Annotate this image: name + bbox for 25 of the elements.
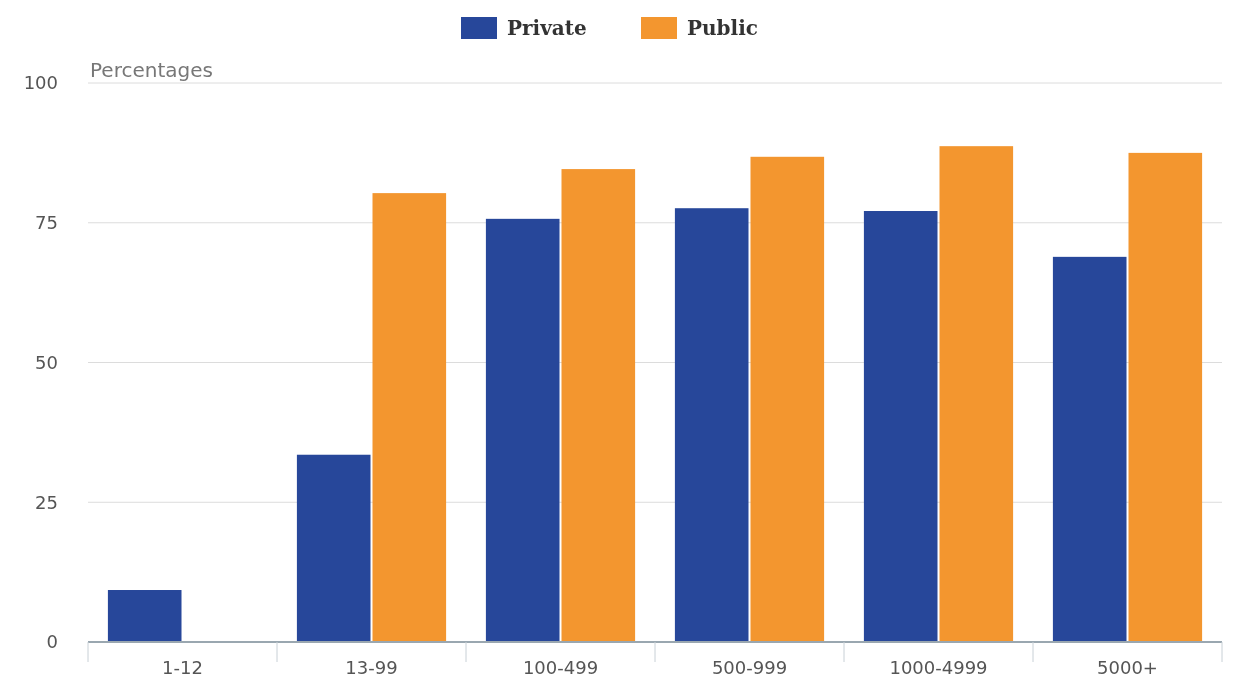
bar <box>939 146 1014 642</box>
bar <box>296 454 371 642</box>
bar <box>1052 256 1127 642</box>
legend-label: Public <box>687 16 758 40</box>
legend-label: Private <box>507 16 587 40</box>
y-tick-label: 75 <box>35 212 58 234</box>
x-tick-label: 5000+ <box>1097 657 1158 678</box>
bar <box>561 169 636 642</box>
bar <box>1128 152 1203 642</box>
y-axis-title: Percentages <box>90 58 213 82</box>
bar <box>485 218 560 642</box>
bar <box>107 590 182 642</box>
x-tick-label: 1-12 <box>162 657 203 678</box>
y-tick-label: 100 <box>23 72 58 94</box>
x-tick-label: 1000-4999 <box>889 657 988 678</box>
x-tick-label: 500-999 <box>711 657 788 678</box>
bar <box>674 208 749 642</box>
bar <box>372 193 447 642</box>
x-tick-label: 100-499 <box>522 657 599 678</box>
bar <box>863 211 938 642</box>
y-tick-label: 25 <box>35 491 58 513</box>
y-tick-label: 0 <box>46 631 58 653</box>
bar <box>750 156 825 642</box>
x-tick-label: 13-99 <box>345 657 398 678</box>
y-tick-label: 50 <box>35 351 58 373</box>
